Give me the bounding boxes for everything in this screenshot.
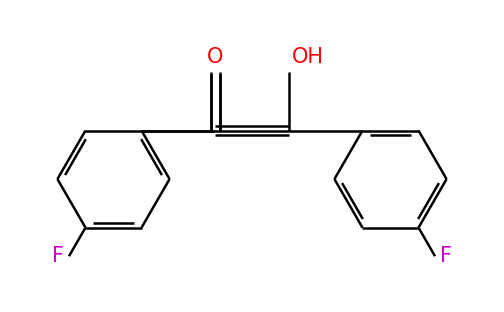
Text: F: F bbox=[52, 246, 64, 266]
Text: F: F bbox=[440, 246, 452, 266]
Text: O: O bbox=[207, 47, 223, 67]
Text: OH: OH bbox=[292, 47, 324, 67]
